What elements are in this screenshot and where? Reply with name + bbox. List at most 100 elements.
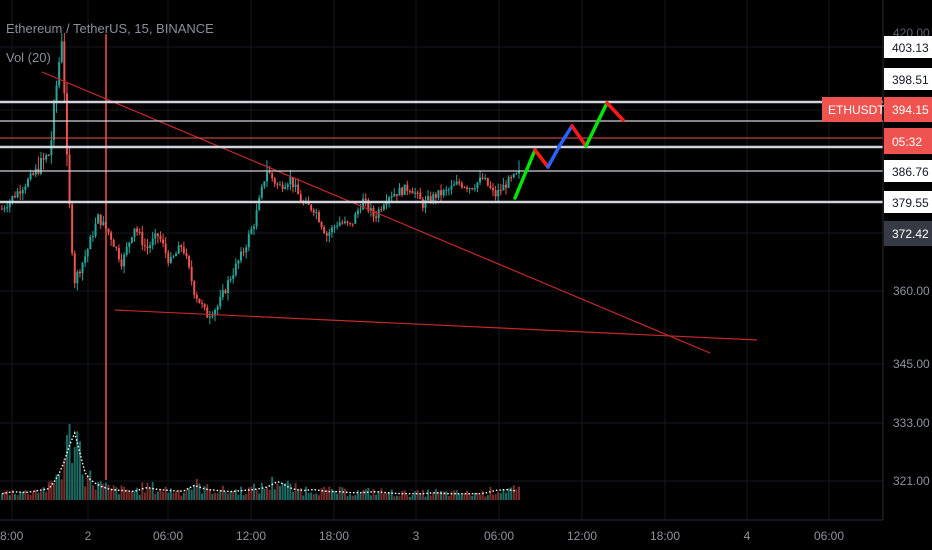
svg-text:394.15: 394.15	[892, 103, 929, 117]
volume-bar	[146, 482, 149, 500]
price-axis[interactable]: 360.00 345.00 333.00 321.00	[893, 284, 930, 488]
volume-bar	[330, 489, 333, 500]
candle-body	[518, 171, 520, 174]
volume-bar	[369, 495, 372, 500]
time-tick-label: 4	[744, 529, 751, 543]
volume-bar	[45, 492, 48, 500]
candle-body	[411, 191, 414, 194]
candle-body	[211, 315, 214, 317]
volume-bar	[39, 491, 42, 500]
candle-body	[65, 93, 68, 155]
volume-bar	[125, 489, 128, 500]
volume-bar	[512, 485, 515, 500]
volume-bar	[13, 494, 16, 500]
candle-body	[364, 198, 367, 200]
candle-body	[442, 190, 445, 196]
candle-body	[128, 242, 131, 247]
candle-body	[63, 41, 66, 94]
candle-body	[367, 199, 370, 211]
candle-body	[120, 259, 123, 267]
candle-body	[380, 209, 383, 211]
volume-bar	[120, 485, 123, 500]
candle-body	[68, 154, 71, 205]
candle-body	[310, 204, 313, 210]
volume-bar	[162, 491, 165, 500]
volume-bar	[497, 491, 500, 500]
volume-bar	[232, 490, 235, 500]
candle-body	[214, 309, 217, 316]
candle-body	[115, 246, 118, 248]
volume-bar	[325, 489, 328, 500]
volume-bar	[458, 494, 461, 500]
volume-bar	[351, 495, 354, 500]
candle-body	[21, 189, 24, 194]
volume-bar	[304, 486, 307, 500]
candle-body	[393, 194, 396, 197]
volume-bar	[21, 491, 24, 500]
volume-bar	[47, 482, 50, 500]
svg-text:398.51: 398.51	[892, 73, 929, 87]
volume-bar	[250, 486, 253, 500]
candle-body	[242, 251, 245, 253]
volume-bar	[164, 486, 167, 500]
candle-body	[450, 185, 453, 190]
candle-body	[133, 228, 136, 238]
volume-bar	[377, 491, 380, 500]
candle-body	[237, 260, 240, 264]
candle-body	[512, 174, 515, 178]
volume-bar	[143, 492, 146, 500]
candle-body	[401, 187, 404, 195]
candle-body	[175, 253, 178, 257]
candle-body	[84, 256, 87, 263]
candle-body	[224, 290, 227, 294]
volume-bar	[432, 492, 435, 500]
candle-body	[460, 183, 463, 188]
candle-body	[320, 222, 323, 228]
volume-bar	[502, 489, 505, 500]
volume-bar	[265, 487, 268, 500]
volume-bar	[276, 484, 279, 500]
candle-body	[421, 199, 424, 208]
candle-body	[510, 177, 513, 179]
candle-body	[299, 194, 302, 203]
candle-body	[86, 249, 89, 257]
volume-indicator-label[interactable]: Vol (20)	[6, 50, 51, 65]
volume-bar	[411, 495, 414, 500]
time-axis[interactable]: 8:00 2 06:00 12:00 18:00 3 06:00 12:00 18:00 4 06:…	[0, 529, 844, 543]
time-tick-label: 2	[85, 529, 92, 543]
volume-bar	[219, 490, 222, 500]
candle-body	[484, 177, 487, 179]
volume-bar	[297, 489, 300, 500]
volume-bar	[1, 493, 3, 500]
candle-body	[245, 247, 248, 253]
candle-body	[390, 196, 393, 198]
candle-body	[177, 245, 180, 254]
projection-segment	[570, 124, 588, 148]
symbol-price-label: 394.15	[884, 97, 932, 122]
candle-body	[240, 251, 243, 261]
candle-body	[130, 237, 133, 243]
volume-bar	[281, 483, 284, 500]
volume-bar	[299, 487, 302, 500]
volume-bar	[338, 486, 341, 500]
candle-body	[341, 222, 344, 224]
volume-bar	[97, 482, 100, 500]
candle-body	[481, 177, 484, 179]
projection-segment	[558, 124, 574, 147]
volume-bar	[273, 489, 276, 500]
volume-bar	[336, 493, 339, 500]
candle-body	[323, 227, 326, 234]
projection-segment	[533, 148, 550, 169]
volume-bar	[102, 483, 105, 500]
candle-body	[455, 181, 458, 185]
horizontal-levels	[0, 100, 883, 204]
candle-body	[351, 223, 354, 225]
volume-bar	[260, 482, 263, 500]
volume-bar	[34, 489, 37, 500]
candle-body	[427, 196, 430, 201]
candle-body	[317, 212, 320, 223]
volume-bar	[380, 488, 383, 500]
candle-body	[499, 189, 502, 191]
chart-title[interactable]: Ethereum / TetherUS, 15, BINANCE	[6, 21, 214, 36]
